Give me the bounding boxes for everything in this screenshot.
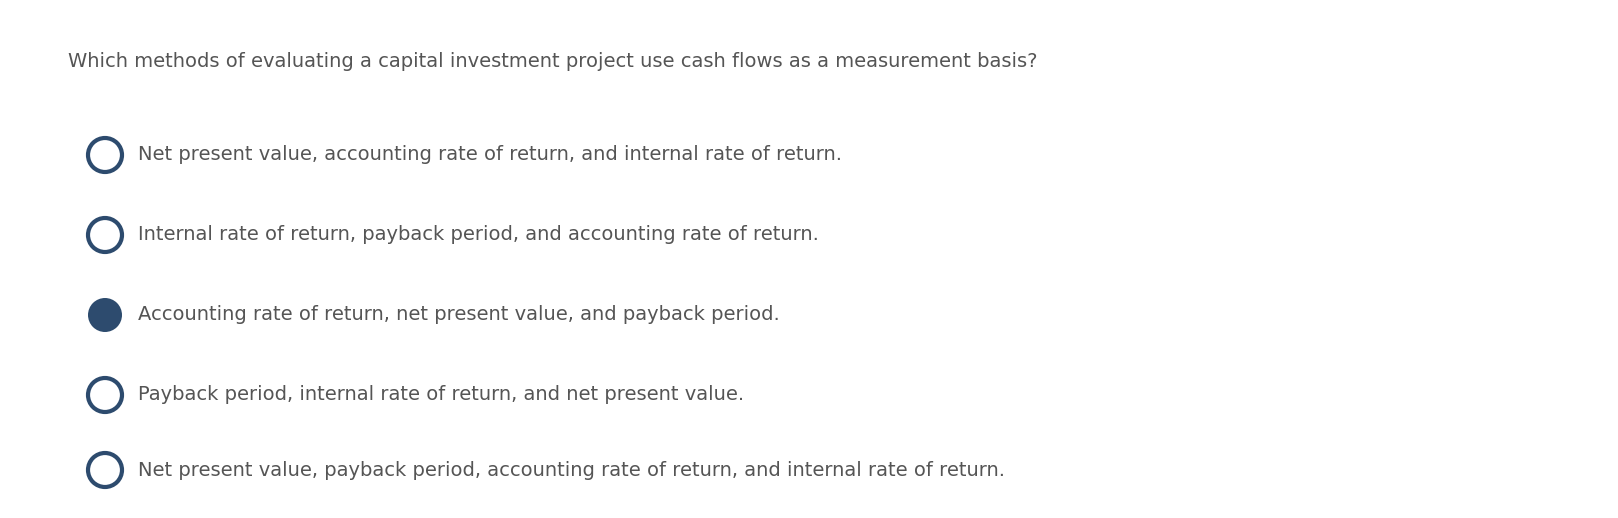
Text: Payback period, internal rate of return, and net present value.: Payback period, internal rate of return,… (138, 385, 744, 405)
Text: Which methods of evaluating a capital investment project use cash flows as a mea: Which methods of evaluating a capital in… (68, 52, 1037, 71)
Circle shape (87, 218, 121, 252)
Circle shape (87, 378, 121, 412)
Text: Net present value, payback period, accounting rate of return, and internal rate : Net present value, payback period, accou… (138, 461, 1005, 480)
Circle shape (87, 138, 121, 172)
Text: Internal rate of return, payback period, and accounting rate of return.: Internal rate of return, payback period,… (138, 225, 819, 244)
Text: Accounting rate of return, net present value, and payback period.: Accounting rate of return, net present v… (138, 306, 780, 324)
Text: Net present value, accounting rate of return, and internal rate of return.: Net present value, accounting rate of re… (138, 146, 841, 165)
Circle shape (87, 298, 121, 332)
Circle shape (87, 453, 121, 487)
